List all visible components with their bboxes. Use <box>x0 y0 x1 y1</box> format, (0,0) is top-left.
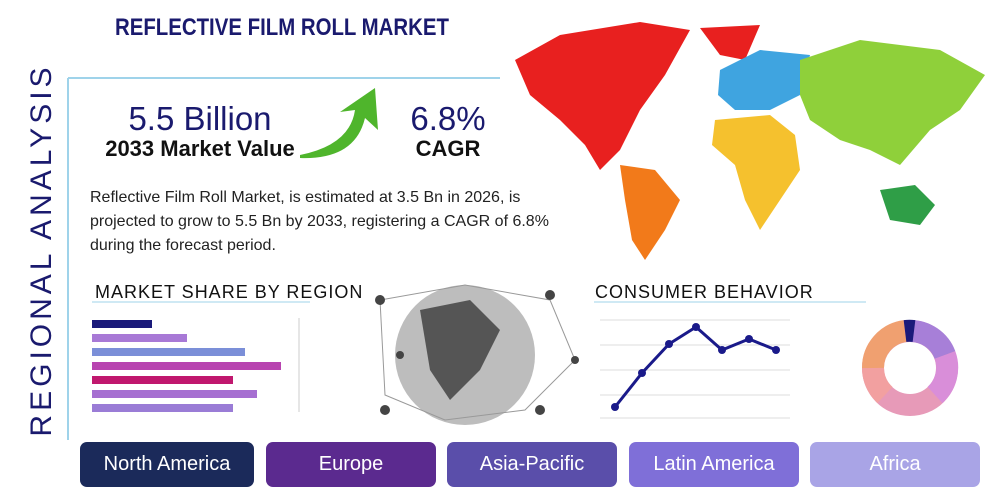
world-map <box>515 22 985 260</box>
region-button[interactable]: Asia-Pacific <box>447 442 617 487</box>
growth-arrow <box>300 88 378 159</box>
cagr-label: CAGR <box>415 136 481 161</box>
region-button[interactable]: Latin America <box>629 442 799 487</box>
cagr: 6.8% <box>410 100 486 137</box>
description: Reflective Film Roll Market, is estimate… <box>90 189 549 254</box>
region-button[interactable]: North America <box>80 442 254 487</box>
region-button[interactable]: Europe <box>266 442 436 487</box>
market-value-label: 2033 Market Value <box>105 136 295 161</box>
region-button[interactable]: Africa <box>810 442 980 487</box>
market-value: 5.5 Billion <box>128 100 272 137</box>
line-decor <box>600 319 790 419</box>
bars-decor <box>92 318 300 412</box>
donut-decor <box>861 319 959 416</box>
section-heading: MARKET SHARE BY REGION <box>95 282 364 302</box>
globe-decor <box>375 284 579 425</box>
frame <box>67 77 500 440</box>
side-label: REGIONAL ANALYSIS <box>25 63 58 437</box>
section-heading: CONSUMER BEHAVIOR <box>595 282 814 302</box>
title: REFLECTIVE FILM ROLL MARKET <box>115 14 449 41</box>
